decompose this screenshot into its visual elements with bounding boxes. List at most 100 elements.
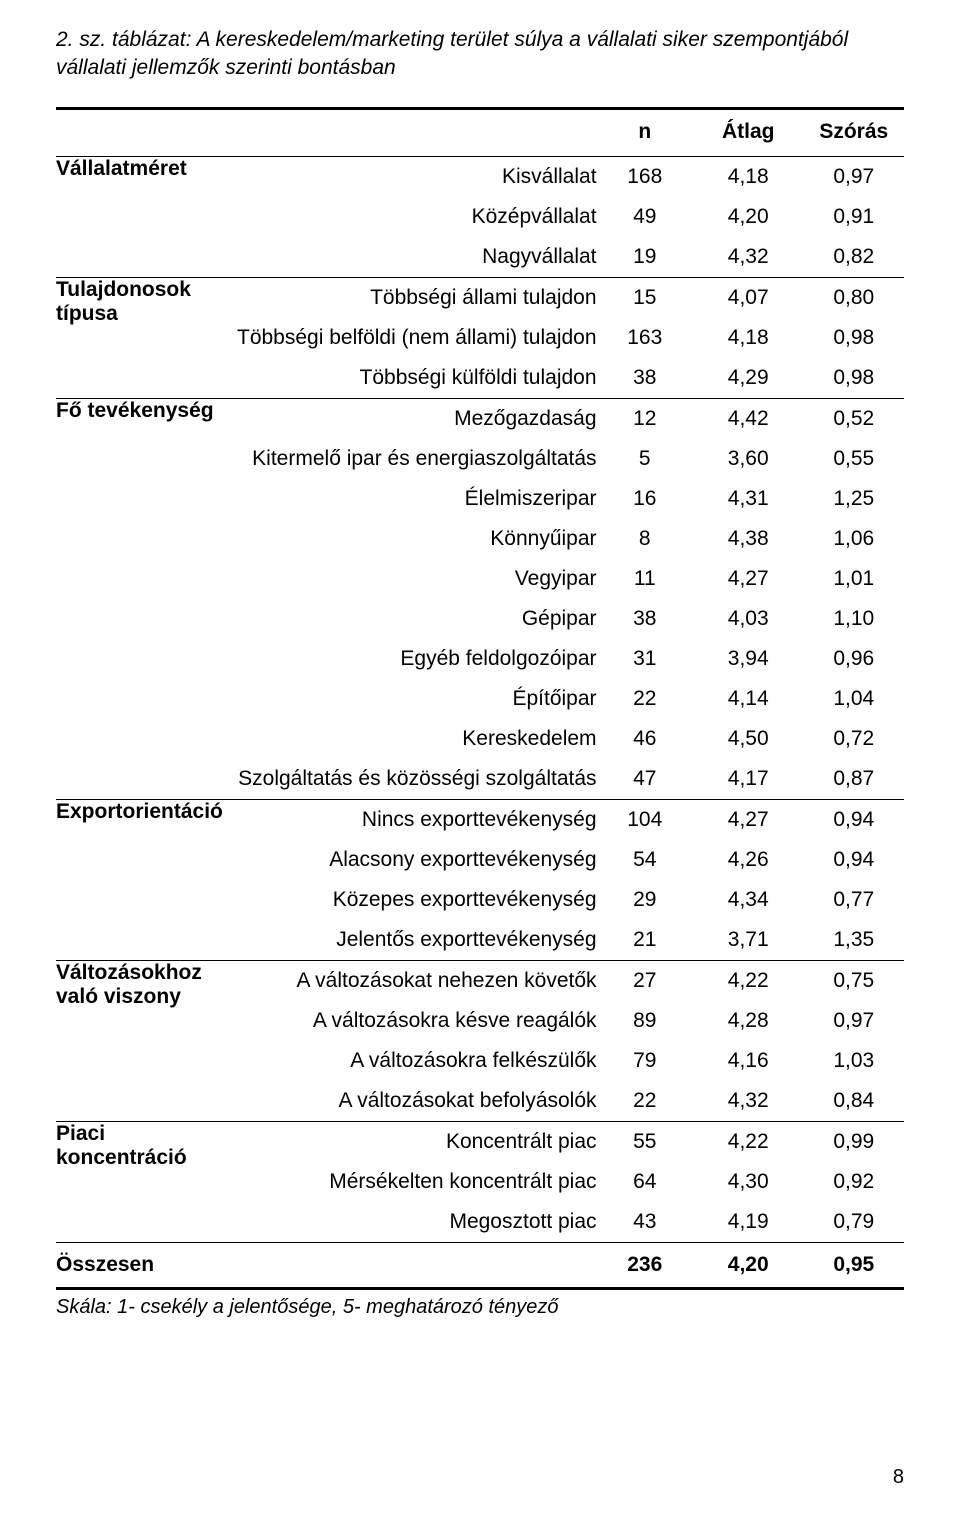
row-avg: 4,18: [693, 318, 804, 358]
row-avg: 4,18: [693, 157, 804, 198]
row-sd: 0,97: [804, 1001, 905, 1041]
row-label: Könnyűipar: [225, 519, 597, 559]
row-avg: 3,60: [693, 439, 804, 479]
row-label: Koncentrált piac: [225, 1122, 597, 1163]
row-n: 38: [597, 599, 693, 639]
header-blank-label: [225, 109, 597, 157]
row-label: Többségi belföldi (nem állami) tulajdon: [225, 318, 597, 358]
page-number: 8: [893, 1466, 904, 1489]
row-sd: 0,97: [804, 157, 905, 198]
row-label: Gépipar: [225, 599, 597, 639]
row-n: 89: [597, 1001, 693, 1041]
totals-blank: [225, 1243, 597, 1289]
row-sd: 1,01: [804, 559, 905, 599]
row-avg: 4,17: [693, 759, 804, 800]
row-label: Jelentős exporttevékenység: [225, 920, 597, 961]
row-avg: 4,16: [693, 1041, 804, 1081]
row-label: Többségi külföldi tulajdon: [225, 358, 597, 399]
row-n: 43: [597, 1202, 693, 1243]
row-label: Kisvállalat: [225, 157, 597, 198]
row-sd: 0,98: [804, 318, 905, 358]
row-avg: 4,20: [693, 197, 804, 237]
table-title: 2. sz. táblázat: A kereskedelem/marketin…: [56, 26, 904, 81]
scale-footnote: Skála: 1- csekély a jelentősége, 5- megh…: [56, 1296, 904, 1319]
row-avg: 3,94: [693, 639, 804, 679]
row-n: 64: [597, 1162, 693, 1202]
row-label: Szolgáltatás és közösségi szolgáltatás: [225, 759, 597, 800]
row-sd: 0,82: [804, 237, 905, 278]
row-avg: 4,32: [693, 1081, 804, 1122]
row-sd: 1,35: [804, 920, 905, 961]
row-avg: 4,34: [693, 880, 804, 920]
row-avg: 4,07: [693, 278, 804, 319]
row-avg: 4,19: [693, 1202, 804, 1243]
row-avg: 4,30: [693, 1162, 804, 1202]
row-label: Többségi állami tulajdon: [225, 278, 597, 319]
row-label: Kitermelő ipar és energiaszolgáltatás: [225, 439, 597, 479]
row-avg: 4,29: [693, 358, 804, 399]
row-n: 22: [597, 679, 693, 719]
row-n: 46: [597, 719, 693, 759]
row-label: Vegyipar: [225, 559, 597, 599]
header-sd: Szórás: [804, 109, 905, 157]
row-n: 16: [597, 479, 693, 519]
row-sd: 1,06: [804, 519, 905, 559]
row-n: 31: [597, 639, 693, 679]
group-label: Piaci koncentráció: [56, 1122, 225, 1243]
totals-row: Összesen2364,200,95: [56, 1243, 904, 1289]
table-row: Változásokhoz való viszonyA változásokat…: [56, 961, 904, 1002]
row-label: A változásokra felkészülők: [225, 1041, 597, 1081]
row-n: 104: [597, 800, 693, 841]
row-sd: 1,10: [804, 599, 905, 639]
row-n: 49: [597, 197, 693, 237]
row-label: A változásokat befolyásolók: [225, 1081, 597, 1122]
row-label: Építőipar: [225, 679, 597, 719]
row-avg: 4,28: [693, 1001, 804, 1041]
row-n: 19: [597, 237, 693, 278]
row-n: 163: [597, 318, 693, 358]
row-sd: 0,79: [804, 1202, 905, 1243]
row-sd: 0,87: [804, 759, 905, 800]
row-label: A változásokat nehezen követők: [225, 961, 597, 1002]
row-avg: 4,27: [693, 800, 804, 841]
row-n: 22: [597, 1081, 693, 1122]
header-n: n: [597, 109, 693, 157]
table-row: Tulajdonosok típusaTöbbségi állami tulaj…: [56, 278, 904, 319]
row-n: 11: [597, 559, 693, 599]
row-sd: 1,25: [804, 479, 905, 519]
row-sd: 0,55: [804, 439, 905, 479]
row-sd: 0,84: [804, 1081, 905, 1122]
header-blank-group: [56, 109, 225, 157]
row-label: Nincs exporttevékenység: [225, 800, 597, 841]
row-sd: 0,52: [804, 399, 905, 440]
totals-sd: 0,95: [804, 1243, 905, 1289]
totals-avg: 4,20: [693, 1243, 804, 1289]
row-sd: 0,96: [804, 639, 905, 679]
document-page: 2. sz. táblázat: A kereskedelem/marketin…: [0, 0, 960, 1513]
row-label: A változásokra késve reagálók: [225, 1001, 597, 1041]
row-avg: 4,22: [693, 1122, 804, 1163]
row-n: 38: [597, 358, 693, 399]
row-n: 15: [597, 278, 693, 319]
row-avg: 4,26: [693, 840, 804, 880]
row-sd: 0,99: [804, 1122, 905, 1163]
row-avg: 4,03: [693, 599, 804, 639]
table-row: VállalatméretKisvállalat1684,180,97: [56, 157, 904, 198]
row-sd: 1,03: [804, 1041, 905, 1081]
row-n: 79: [597, 1041, 693, 1081]
row-avg: 4,42: [693, 399, 804, 440]
row-avg: 4,14: [693, 679, 804, 719]
row-n: 29: [597, 880, 693, 920]
row-n: 27: [597, 961, 693, 1002]
row-n: 12: [597, 399, 693, 440]
row-label: Mérsékelten koncentrált piac: [225, 1162, 597, 1202]
row-sd: 0,94: [804, 800, 905, 841]
row-label: Közepes exporttevékenység: [225, 880, 597, 920]
row-label: Megosztott piac: [225, 1202, 597, 1243]
row-n: 8: [597, 519, 693, 559]
data-table: nÁtlagSzórásVállalatméretKisvállalat1684…: [56, 107, 904, 1290]
group-label: Tulajdonosok típusa: [56, 278, 225, 399]
totals-label: Összesen: [56, 1243, 225, 1289]
row-n: 47: [597, 759, 693, 800]
row-avg: 4,50: [693, 719, 804, 759]
